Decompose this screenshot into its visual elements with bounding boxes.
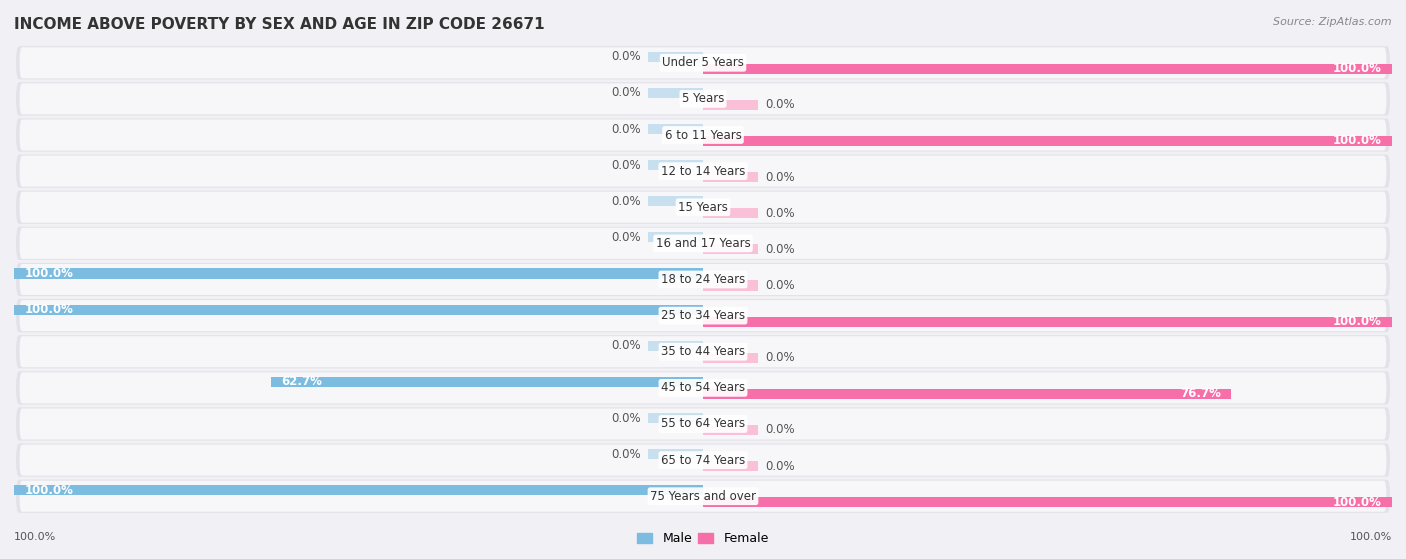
Text: 18 to 24 Years: 18 to 24 Years [661, 273, 745, 286]
Text: 100.0%: 100.0% [14, 532, 56, 542]
Text: 75 Years and over: 75 Years and over [650, 490, 756, 503]
Bar [648, 413, 703, 423]
Text: 5 Years: 5 Years [682, 92, 724, 106]
Text: 0.0%: 0.0% [612, 87, 641, 100]
FancyBboxPatch shape [20, 228, 1386, 259]
Text: 100.0%: 100.0% [1333, 315, 1382, 328]
Bar [703, 497, 1392, 507]
FancyBboxPatch shape [20, 300, 1386, 331]
FancyBboxPatch shape [20, 409, 1386, 439]
Bar [703, 100, 758, 110]
Bar [14, 485, 703, 495]
Text: 0.0%: 0.0% [765, 98, 794, 111]
FancyBboxPatch shape [15, 191, 1391, 224]
Text: 100.0%: 100.0% [1333, 135, 1382, 148]
Bar [703, 461, 758, 471]
Bar [703, 353, 758, 363]
Text: 35 to 44 Years: 35 to 44 Years [661, 345, 745, 358]
FancyBboxPatch shape [15, 408, 1391, 440]
Bar [648, 341, 703, 351]
Bar [703, 172, 758, 182]
Text: 100.0%: 100.0% [1350, 532, 1392, 542]
Text: 100.0%: 100.0% [24, 484, 73, 497]
Text: 55 to 64 Years: 55 to 64 Years [661, 418, 745, 430]
Text: 0.0%: 0.0% [612, 448, 641, 461]
Legend: Male, Female: Male, Female [633, 527, 773, 550]
Text: 0.0%: 0.0% [612, 50, 641, 63]
Text: 25 to 34 Years: 25 to 34 Years [661, 309, 745, 322]
Text: 0.0%: 0.0% [612, 122, 641, 136]
FancyBboxPatch shape [20, 120, 1386, 150]
Text: 45 to 54 Years: 45 to 54 Years [661, 381, 745, 394]
Text: 0.0%: 0.0% [612, 339, 641, 352]
Bar [703, 281, 758, 291]
FancyBboxPatch shape [15, 480, 1391, 513]
FancyBboxPatch shape [15, 82, 1391, 116]
Bar [703, 208, 758, 218]
Text: 15 Years: 15 Years [678, 201, 728, 214]
FancyBboxPatch shape [15, 154, 1391, 188]
Text: 0.0%: 0.0% [765, 351, 794, 364]
Text: 0.0%: 0.0% [612, 195, 641, 208]
Bar [648, 233, 703, 243]
Bar [648, 88, 703, 98]
Bar [703, 389, 1232, 399]
Text: 100.0%: 100.0% [24, 303, 73, 316]
FancyBboxPatch shape [15, 443, 1391, 477]
Bar [648, 449, 703, 459]
Text: 6 to 11 Years: 6 to 11 Years [665, 129, 741, 141]
Bar [703, 316, 1392, 326]
FancyBboxPatch shape [15, 119, 1391, 151]
FancyBboxPatch shape [20, 372, 1386, 404]
Bar [648, 52, 703, 62]
Bar [703, 64, 1392, 74]
Bar [14, 305, 703, 315]
Text: 0.0%: 0.0% [765, 279, 794, 292]
Text: 0.0%: 0.0% [765, 170, 794, 183]
Text: 16 and 17 Years: 16 and 17 Years [655, 237, 751, 250]
Bar [703, 136, 1392, 146]
FancyBboxPatch shape [20, 192, 1386, 223]
FancyBboxPatch shape [15, 335, 1391, 368]
FancyBboxPatch shape [20, 444, 1386, 476]
Text: 100.0%: 100.0% [24, 267, 73, 280]
Text: 0.0%: 0.0% [765, 207, 794, 220]
Bar [648, 196, 703, 206]
Text: 100.0%: 100.0% [1333, 62, 1382, 75]
FancyBboxPatch shape [15, 263, 1391, 296]
Text: Source: ZipAtlas.com: Source: ZipAtlas.com [1274, 17, 1392, 27]
Text: 65 to 74 Years: 65 to 74 Years [661, 453, 745, 467]
Text: 0.0%: 0.0% [612, 411, 641, 424]
FancyBboxPatch shape [20, 48, 1386, 78]
Text: 0.0%: 0.0% [765, 423, 794, 437]
Bar [648, 160, 703, 170]
Text: INCOME ABOVE POVERTY BY SEX AND AGE IN ZIP CODE 26671: INCOME ABOVE POVERTY BY SEX AND AGE IN Z… [14, 17, 544, 32]
Text: Under 5 Years: Under 5 Years [662, 56, 744, 69]
FancyBboxPatch shape [20, 336, 1386, 367]
Bar [648, 124, 703, 134]
Bar [271, 377, 703, 387]
Bar [14, 268, 703, 278]
Text: 0.0%: 0.0% [765, 459, 794, 472]
FancyBboxPatch shape [15, 299, 1391, 332]
Text: 100.0%: 100.0% [1333, 496, 1382, 509]
Text: 62.7%: 62.7% [281, 376, 322, 389]
Text: 76.7%: 76.7% [1180, 387, 1220, 400]
Text: 0.0%: 0.0% [765, 243, 794, 256]
FancyBboxPatch shape [15, 371, 1391, 405]
Text: 12 to 14 Years: 12 to 14 Years [661, 165, 745, 178]
Text: 0.0%: 0.0% [612, 231, 641, 244]
Bar [703, 244, 758, 254]
FancyBboxPatch shape [15, 46, 1391, 79]
FancyBboxPatch shape [20, 264, 1386, 295]
Text: 0.0%: 0.0% [612, 159, 641, 172]
FancyBboxPatch shape [20, 83, 1386, 115]
FancyBboxPatch shape [20, 155, 1386, 187]
FancyBboxPatch shape [20, 481, 1386, 511]
FancyBboxPatch shape [15, 227, 1391, 260]
Bar [703, 425, 758, 435]
